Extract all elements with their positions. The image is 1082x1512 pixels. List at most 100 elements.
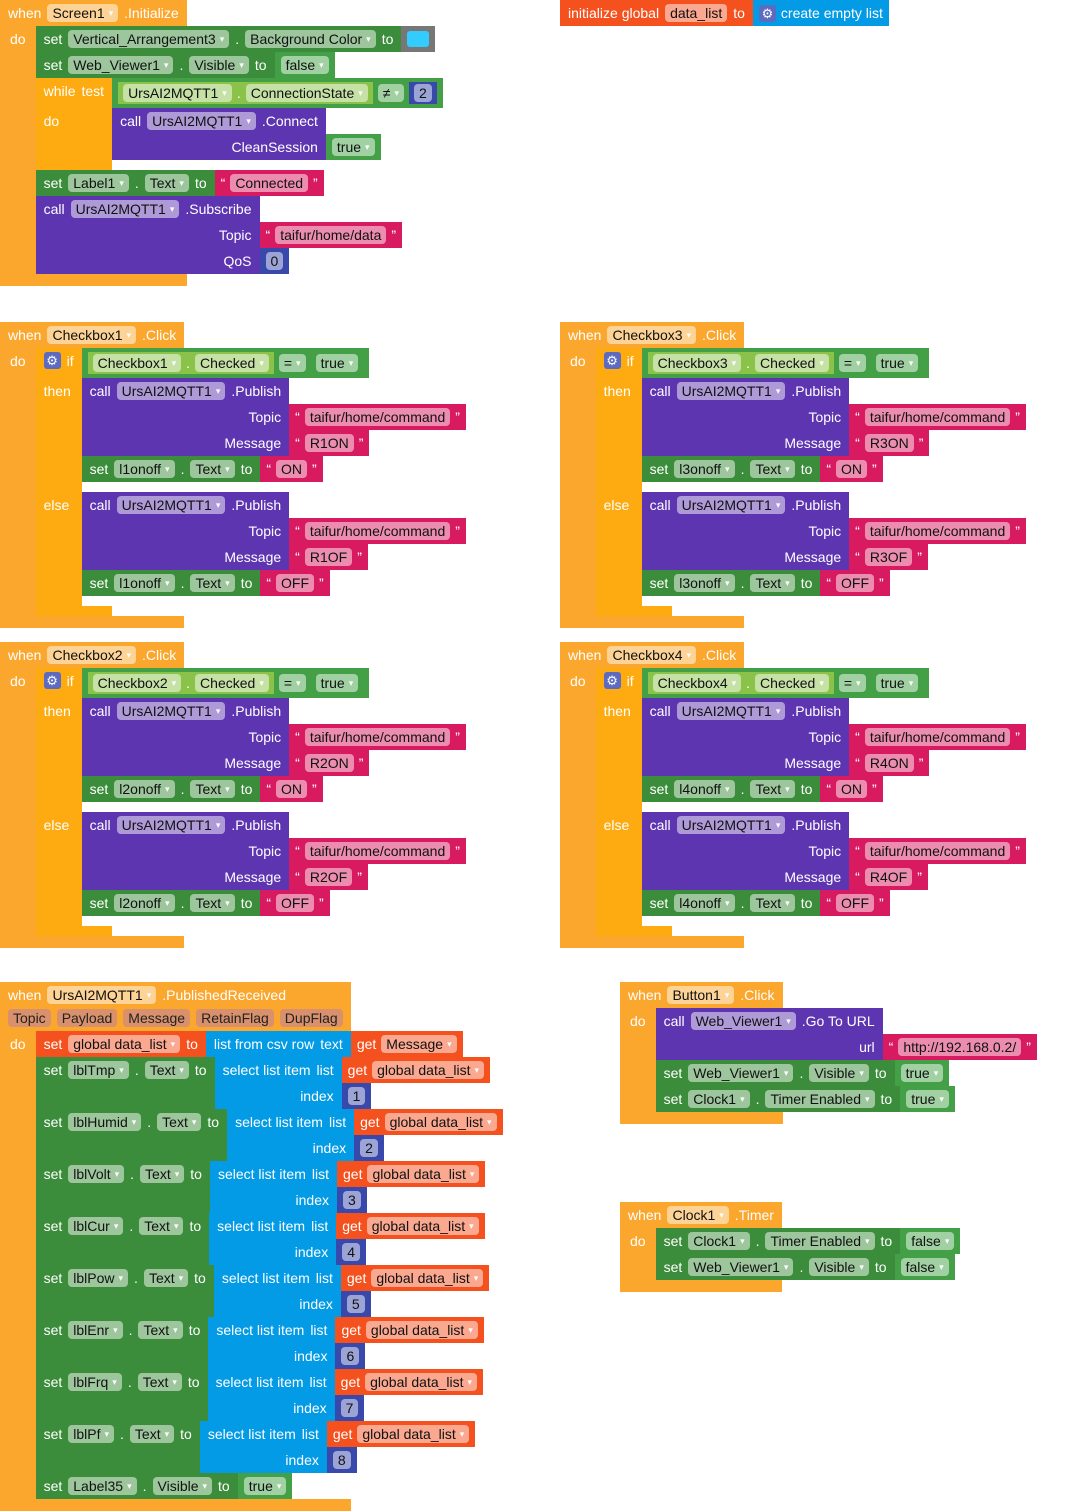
set-property-block[interactable]: set lblPf ▾. Text ▾ to select list item list get… (35, 1421, 476, 1473)
text-value[interactable]: Connected (230, 174, 309, 192)
text-block[interactable]: “ ON ” (820, 456, 883, 482)
select-list-item-block[interactable]: select list item list get global data_list ▾… (209, 1161, 486, 1213)
property-dropdown[interactable]: Text ▾ (157, 1113, 202, 1131)
component-dropdown[interactable]: UrsAI2MQTT1 ▾ (147, 112, 256, 130)
text-block[interactable]: “ taifur/home/command ” (289, 838, 466, 864)
property-dropdown[interactable]: Visible ▾ (809, 1064, 869, 1082)
select-list-item-block[interactable]: select list item list get global data_list ▾… (207, 1369, 484, 1421)
component-dropdown[interactable]: Label1 ▾ (68, 174, 129, 192)
variable-dropdown[interactable]: global data_list ▾ (357, 1425, 470, 1443)
variable-dropdown[interactable]: global data_list ▾ (366, 1217, 479, 1235)
component-dropdown[interactable]: l1onoff ▾ (114, 574, 175, 592)
event-parameter[interactable]: RetainFlag (196, 1009, 274, 1027)
text-block[interactable]: “ R3ON ” (849, 430, 930, 456)
component-dropdown[interactable]: lblHumid ▾ (68, 1113, 142, 1131)
property-dropdown[interactable]: Visible ▾ (152, 1477, 213, 1495)
text-value[interactable]: R3ON (864, 434, 914, 452)
boolean-dropdown[interactable]: true ▾ (900, 1064, 944, 1082)
get-variable-block[interactable]: get global data_list ▾ (340, 1265, 490, 1291)
set-property-block[interactable]: set lblVolt ▾. Text ▾ to select list item list g… (35, 1161, 486, 1213)
set-property-block[interactable]: set l3onoff ▾. Text ▾ to “OFF” (641, 570, 890, 596)
event-parameter[interactable]: Topic (8, 1009, 51, 1027)
initialize-global-block[interactable]: initialize global data_list to ⚙ create empt… (560, 0, 889, 26)
mutator-gear-icon[interactable]: ⚙ (43, 672, 61, 689)
component-dropdown[interactable]: l4onoff ▾ (674, 780, 735, 798)
get-variable-block[interactable]: get Message ▾ (350, 1031, 463, 1057)
set-property-block[interactable]: set Web_Viewer1 ▾. Visible ▾ to true ▾ (655, 1060, 950, 1086)
boolean-block[interactable]: true ▾ (870, 672, 924, 694)
boolean-block[interactable]: false ▾ (274, 52, 335, 78)
property-dropdown[interactable]: Text ▾ (137, 1373, 182, 1391)
event-block[interactable]: when UrsAI2MQTT1 ▾ .PublishedReceived Topic P… (0, 982, 503, 1511)
event-parameter[interactable]: Payload (56, 1009, 118, 1027)
text-block[interactable]: “ taifur/home/command ” (849, 838, 1026, 864)
event-block[interactable]: when Button1 ▾ .Click do call Web_Viewer1 ▾ .Go … (620, 982, 1037, 1124)
operator-dropdown[interactable]: = ▾ (838, 354, 866, 372)
boolean-dropdown[interactable]: false ▾ (906, 1232, 955, 1250)
script-mqtt-published-received[interactable]: when UrsAI2MQTT1 ▾ .PublishedReceived Topic P… (0, 982, 503, 1511)
variable-dropdown[interactable]: global data_list ▾ (365, 1373, 478, 1391)
component-dropdown[interactable]: Web_Viewer1 ▾ (688, 1064, 794, 1082)
component-dropdown[interactable]: Checkbox2 ▾ (92, 674, 182, 692)
call-method-block[interactable]: call UrsAI2MQTT1 ▾ .Subscribe Topic “ taifur/h… (35, 196, 403, 274)
event-parameter[interactable]: DupFlag (279, 1009, 343, 1027)
text-value[interactable]: taifur/home/command (864, 522, 1011, 540)
text-block[interactable]: “ taifur/home/command ” (849, 518, 1026, 544)
get-variable-block[interactable]: get global data_list ▾ (334, 1369, 484, 1395)
global-name-field[interactable]: data_list (665, 4, 728, 22)
component-dropdown[interactable]: Label35 ▾ (68, 1477, 137, 1495)
component-dropdown[interactable]: Clock1 ▾ (667, 1206, 729, 1224)
set-property-block[interactable]: set l1onoff ▾. Text ▾ to “OFF” (81, 570, 330, 596)
number-block[interactable]: 6 (335, 1343, 366, 1369)
set-property-block[interactable]: set Clock1 ▾. Timer Enabled ▾ to false ▾ (655, 1228, 961, 1254)
component-dropdown[interactable]: l3onoff ▾ (674, 574, 735, 592)
component-dropdown[interactable]: UrsAI2MQTT1 ▾ (676, 382, 786, 400)
text-value[interactable]: ON (836, 780, 868, 798)
event-block[interactable]: when Clock1 ▾ .Timer do set Clock1 ▾. Timer Enab… (620, 1202, 961, 1292)
text-value[interactable]: taifur/home/command (304, 842, 451, 860)
operator-dropdown[interactable]: ≠ ▾ (377, 84, 404, 102)
component-dropdown[interactable]: Clock1 ▾ (688, 1232, 750, 1250)
property-dropdown[interactable]: Timer Enabled ▾ (765, 1090, 875, 1108)
operator-dropdown[interactable]: = ▾ (838, 674, 866, 692)
boolean-dropdown[interactable]: true ▾ (315, 354, 359, 372)
number-block[interactable]: 7 (334, 1395, 365, 1421)
set-property-block[interactable]: set Label35 ▾. Visible ▾ to true ▾ (35, 1473, 293, 1499)
component-dropdown[interactable]: Clock1 ▾ (688, 1090, 750, 1108)
component-dropdown[interactable]: Checkbox3 ▾ (607, 326, 697, 344)
component-dropdown[interactable]: lblPow ▾ (68, 1269, 129, 1287)
mutator-gear-icon[interactable]: ⚙ (603, 672, 621, 689)
property-dropdown[interactable]: Text ▾ (750, 894, 795, 912)
text-value[interactable]: taifur/home/command (304, 728, 451, 746)
script-checkbox4-click[interactable]: when Checkbox4 ▾ .Click do ⚙ if Checkbox4 ▾. Chec… (560, 642, 1026, 948)
property-getter-block[interactable]: Checkbox4 ▾. Checked ▾ (647, 672, 834, 694)
property-dropdown[interactable]: Text ▾ (190, 460, 235, 478)
number-value[interactable]: 3 (343, 1191, 361, 1209)
property-dropdown[interactable]: Text ▾ (190, 894, 235, 912)
event-block[interactable]: when Screen1 ▾ .Initialize do set Vertical_Arr… (0, 0, 443, 286)
text-block[interactable]: “ R4OF ” (849, 864, 928, 890)
event-block[interactable]: when Checkbox2 ▾ .Click do ⚙ if Checkbox2 ▾. Chec… (0, 642, 466, 948)
select-list-item-block[interactable]: select list item list get global data_list ▾… (227, 1109, 503, 1161)
text-value[interactable]: R3OF (864, 548, 913, 566)
text-value[interactable]: R2ON (304, 754, 354, 772)
text-value[interactable]: R4OF (864, 868, 913, 886)
text-value[interactable]: R4ON (864, 754, 914, 772)
text-value[interactable]: OFF (836, 894, 875, 912)
component-dropdown[interactable]: lblVolt ▾ (68, 1165, 125, 1183)
number-block[interactable]: 1 (341, 1083, 372, 1109)
get-variable-block[interactable]: get global data_list ▾ (354, 1109, 503, 1135)
set-global-variable-block[interactable]: set global data_list ▾ to list from csv row t… (35, 1031, 463, 1057)
component-dropdown[interactable]: UrsAI2MQTT1 ▾ (116, 816, 226, 834)
text-block[interactable]: “ OFF ” (820, 890, 890, 916)
set-property-block[interactable]: set lblTmp ▾. Text ▾ to select list item list ge… (35, 1057, 491, 1109)
number-value[interactable]: 5 (346, 1295, 365, 1313)
color-block[interactable] (401, 26, 436, 52)
property-dropdown[interactable]: Checked ▾ (755, 674, 829, 692)
script-screen1-initialize[interactable]: when Screen1 ▾ .Initialize do set Vertical_Arr… (0, 0, 443, 286)
boolean-dropdown[interactable]: true ▾ (243, 1477, 287, 1495)
select-list-item-block[interactable]: select list item list get global data_list ▾… (214, 1057, 491, 1109)
set-property-block[interactable]: set Web_Viewer1 ▾. Visible ▾ to false ▾ (655, 1254, 955, 1280)
variable-dropdown[interactable]: global data_list ▾ (371, 1269, 484, 1287)
property-dropdown[interactable]: Text ▾ (144, 1061, 189, 1079)
